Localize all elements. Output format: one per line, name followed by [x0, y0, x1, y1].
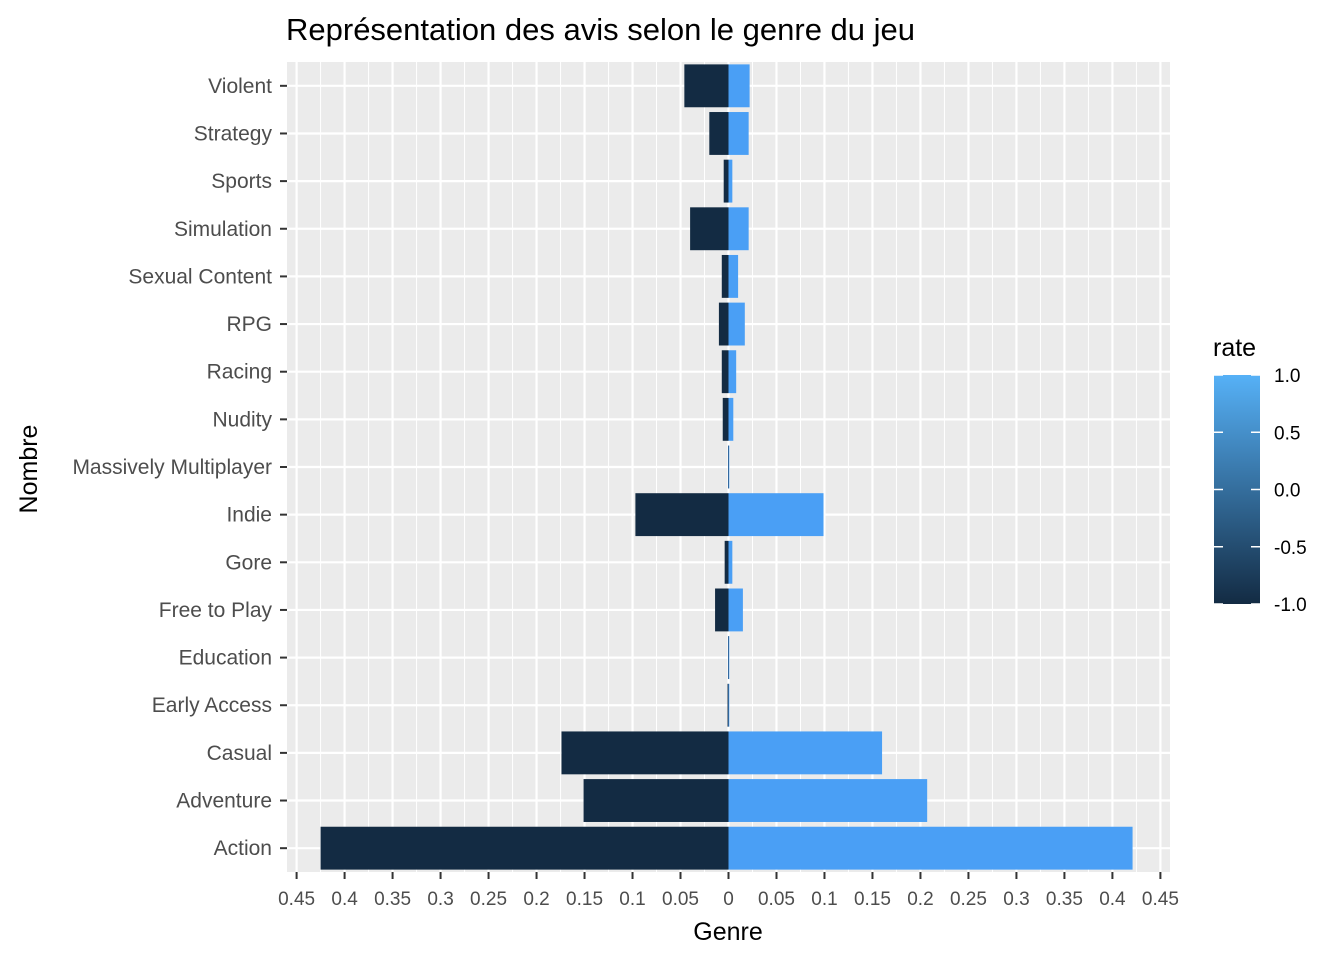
legend-tick-label: 0.0 [1274, 481, 1300, 502]
x-tick-label: 0.05 [758, 889, 795, 910]
legend: rate 1.0 0.5 0.0 -0.5 -1.0 [1213, 334, 1307, 616]
bar [728, 636, 729, 680]
x-tick-label: 0.35 [1046, 889, 1083, 910]
y-tick-label: Massively Multiplayer [72, 456, 272, 479]
y-tick-label: Adventure [176, 790, 272, 813]
bars [320, 64, 1133, 870]
y-tick-label: Simulation [174, 218, 272, 241]
legend-title: rate [1213, 334, 1256, 362]
x-tick-label: 0.3 [1003, 889, 1029, 910]
legend-ticks: 1.0 0.5 0.0 -0.5 -1.0 [1214, 366, 1307, 616]
bar [721, 254, 729, 298]
legend-tick-label: -0.5 [1274, 538, 1307, 559]
legend-tick-label: -1.0 [1274, 595, 1307, 616]
y-tick-label: Racing [207, 361, 272, 384]
x-tick-label: 0.35 [374, 889, 411, 910]
bar [727, 683, 729, 727]
x-tick-label: 0.15 [566, 889, 603, 910]
x-tick-label: 0 [723, 889, 734, 910]
y-tick-label: Indie [226, 504, 272, 527]
bar [728, 493, 824, 537]
bar [728, 207, 749, 251]
y-tick-label: RPG [226, 313, 272, 336]
x-tick-label: 0.1 [619, 889, 645, 910]
bar [728, 731, 883, 775]
bar [684, 64, 729, 108]
x-tick-label: 0.4 [1099, 889, 1126, 910]
bar [723, 159, 729, 203]
bar [728, 64, 750, 108]
y-tick-label: Early Access [152, 694, 272, 717]
x-axis: 0.45 0.4 0.35 0.3 0.25 0.2 0.15 0.1 0.05 0 0.05 0.1… [278, 872, 1179, 910]
x-tick-label: 0.45 [1142, 889, 1179, 910]
y-tick-label: Strategy [194, 122, 273, 145]
y-tick-label: Action [214, 837, 272, 860]
bar [721, 350, 729, 394]
y-axis: Violent Strategy Sports Simulation Sexual Co… [72, 75, 287, 860]
bar [690, 207, 729, 251]
y-tick-label: Free to Play [159, 599, 273, 622]
x-tick-label: 0.1 [811, 889, 837, 910]
bar [728, 445, 730, 489]
legend-tick-label: 0.5 [1274, 423, 1300, 444]
x-tick-label: 0.3 [427, 889, 453, 910]
y-tick-label: Education [179, 647, 272, 670]
bar [728, 540, 733, 584]
bar [728, 445, 729, 489]
bar [728, 636, 730, 680]
x-tick-label: 0.2 [523, 889, 549, 910]
bar [728, 254, 739, 298]
legend-tick-label: 1.0 [1274, 366, 1300, 387]
bar [709, 112, 729, 155]
x-tick-label: 0.05 [662, 889, 699, 910]
y-tick-label: Casual [207, 742, 272, 765]
bar [728, 683, 730, 727]
bar [561, 731, 729, 775]
x-tick-label: 0.25 [950, 889, 987, 910]
x-tick-label: 0.15 [854, 889, 891, 910]
bar [320, 826, 729, 870]
x-tick-label: 0.25 [470, 889, 507, 910]
y-tick-label: Violent [208, 75, 272, 98]
bar [718, 302, 729, 346]
bar [728, 397, 734, 441]
bar [728, 112, 749, 155]
bar [728, 302, 745, 346]
bar [724, 540, 729, 584]
y-tick-label: Gore [225, 551, 272, 574]
bar [722, 397, 729, 441]
x-tick-label: 0.2 [907, 889, 933, 910]
chart-title: Représentation des avis selon le genre d… [286, 12, 915, 47]
bar [728, 588, 743, 632]
x-tick-label: 0.45 [278, 889, 315, 910]
bar [583, 779, 729, 822]
bar [728, 350, 737, 394]
bar [728, 159, 733, 203]
y-tick-label: Sports [211, 170, 272, 193]
y-tick-label: Sexual Content [128, 265, 272, 288]
y-axis-title: Nombre [15, 425, 43, 514]
bar [728, 826, 1133, 870]
bar [715, 588, 729, 632]
bar [635, 493, 729, 537]
x-tick-label: 0.4 [331, 889, 358, 910]
y-tick-label: Nudity [212, 408, 272, 431]
x-axis-title: Genre [693, 918, 762, 946]
bar [728, 779, 928, 822]
